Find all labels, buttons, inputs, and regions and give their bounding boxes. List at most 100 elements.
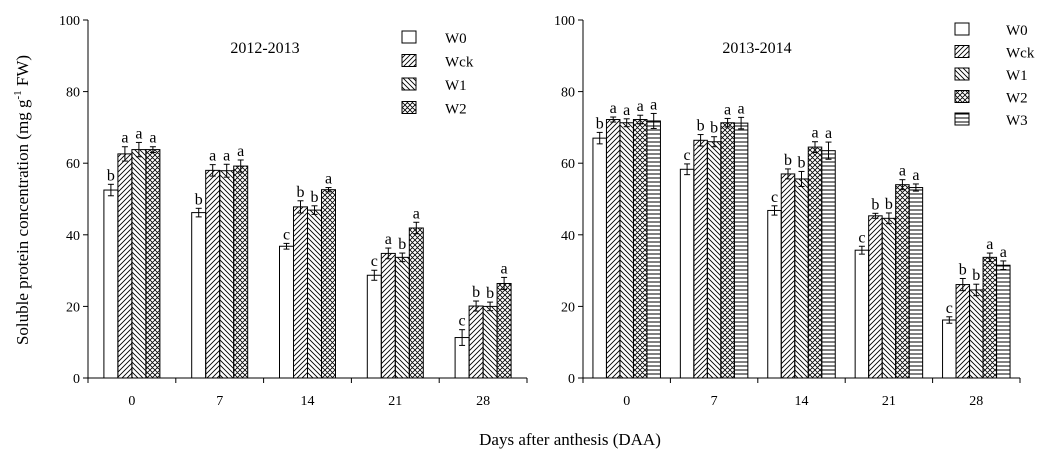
bar-w1 (482, 305, 498, 379)
significance-letter: a (811, 125, 818, 142)
bar-wck (117, 153, 133, 379)
y-tick-label: 0 (568, 372, 575, 387)
bar-w3 (646, 120, 661, 379)
bar-w1 (969, 289, 984, 379)
y-axis-title: Soluble protein concentration (mg g-1 FW… (12, 55, 32, 345)
y-tick-label: 40 (561, 229, 575, 244)
significance-letter: a (385, 231, 392, 248)
bar-w1 (881, 217, 897, 379)
significance-letter: a (325, 171, 332, 188)
significance-letter: c (371, 253, 378, 270)
y-axis-title-end: FW) (13, 55, 32, 90)
significance-letter: b (472, 284, 480, 301)
bar-w1 (131, 149, 147, 379)
bar-wck (868, 215, 883, 379)
legend-swatch-w3 (954, 112, 970, 126)
y-tick-label: 80 (561, 86, 575, 101)
y-tick-label: 20 (561, 300, 575, 315)
significance-letter: a (623, 102, 630, 119)
bar-wck (693, 139, 708, 379)
significance-letter: b (798, 154, 806, 171)
legend-label: W1 (1006, 68, 1028, 84)
bar-w3 (908, 187, 924, 379)
bar-w0 (103, 189, 119, 379)
significance-letter: a (1000, 244, 1007, 261)
significance-letter: a (912, 167, 919, 184)
bar-w0 (592, 137, 607, 379)
y-tick-label: 40 (66, 229, 80, 244)
significance-letter: b (784, 152, 792, 169)
significance-letter: a (738, 100, 745, 117)
x-tick-label: 21 (388, 394, 402, 409)
bar-w1 (394, 256, 410, 379)
legend-label: W2 (1006, 91, 1028, 107)
significance-letter: a (135, 125, 142, 142)
significance-letter: b (871, 196, 879, 213)
legend-label: W1 (445, 78, 467, 94)
significance-letter: a (121, 130, 128, 147)
significance-letter: b (195, 191, 203, 208)
bar-wck (605, 119, 621, 379)
bar-w2 (321, 189, 336, 379)
bar-w0 (279, 245, 294, 379)
significance-letter: b (885, 196, 893, 213)
panel-title: 2012-2013 (230, 40, 299, 57)
significance-letter: b (398, 236, 406, 253)
bar-w2 (720, 122, 735, 379)
legend-label: W0 (445, 31, 467, 47)
bar-w2 (632, 119, 648, 379)
panel-title: 2013-2014 (722, 40, 791, 57)
x-tick-label: 0 (623, 394, 630, 409)
bar-w0 (767, 209, 782, 379)
significance-letter: a (223, 147, 230, 164)
significance-letter: a (610, 100, 617, 117)
legend-swatch-w2 (401, 101, 417, 114)
y-axis-title-main: Soluble protein concentration (mg g (13, 99, 32, 345)
significance-letter: a (413, 205, 420, 222)
significance-letter: c (283, 226, 290, 243)
significance-letter: a (650, 96, 657, 113)
significance-letter: b (972, 267, 980, 284)
legend-swatch-w0 (401, 30, 417, 44)
x-tick-label: 7 (216, 394, 223, 409)
bar-w0 (854, 249, 870, 379)
x-tick-label: 21 (882, 394, 896, 409)
significance-letter: b (710, 120, 718, 137)
significance-letter: b (486, 285, 494, 302)
x-tick-label: 28 (476, 394, 490, 409)
bar-w2 (145, 149, 161, 379)
bar-w2 (233, 165, 249, 379)
legend-label: Wck (445, 55, 474, 71)
bar-w2 (408, 227, 424, 379)
bar-wck (380, 252, 396, 379)
bar-w2 (982, 256, 998, 379)
x-tick-label: 14 (795, 394, 809, 409)
bar-w2 (895, 184, 910, 379)
significance-letter: a (825, 125, 832, 142)
significance-letter: a (209, 148, 216, 165)
y-tick-label: 100 (59, 14, 80, 29)
bar-w3 (733, 122, 749, 379)
bar-w0 (679, 168, 695, 379)
bar-w2 (807, 146, 823, 379)
legend-swatch-w1 (401, 77, 417, 91)
bar-wck (468, 305, 484, 379)
legend-swatch-wck (954, 45, 970, 58)
bar-w0 (366, 274, 382, 379)
y-axis-title-superscript: -1 (12, 90, 24, 99)
bar-w3 (996, 264, 1011, 379)
bar-w2 (496, 282, 512, 379)
bar-wck (205, 169, 221, 379)
significance-letter: a (149, 130, 156, 147)
bar-w1 (619, 122, 634, 379)
significance-letter: b (697, 118, 705, 135)
legend-swatch-wck (401, 54, 417, 67)
x-tick-label: 7 (711, 394, 718, 409)
significance-letter: a (237, 143, 244, 160)
significance-letter: a (986, 236, 993, 253)
x-tick-label: 0 (128, 394, 135, 409)
bar-w1 (706, 141, 722, 379)
